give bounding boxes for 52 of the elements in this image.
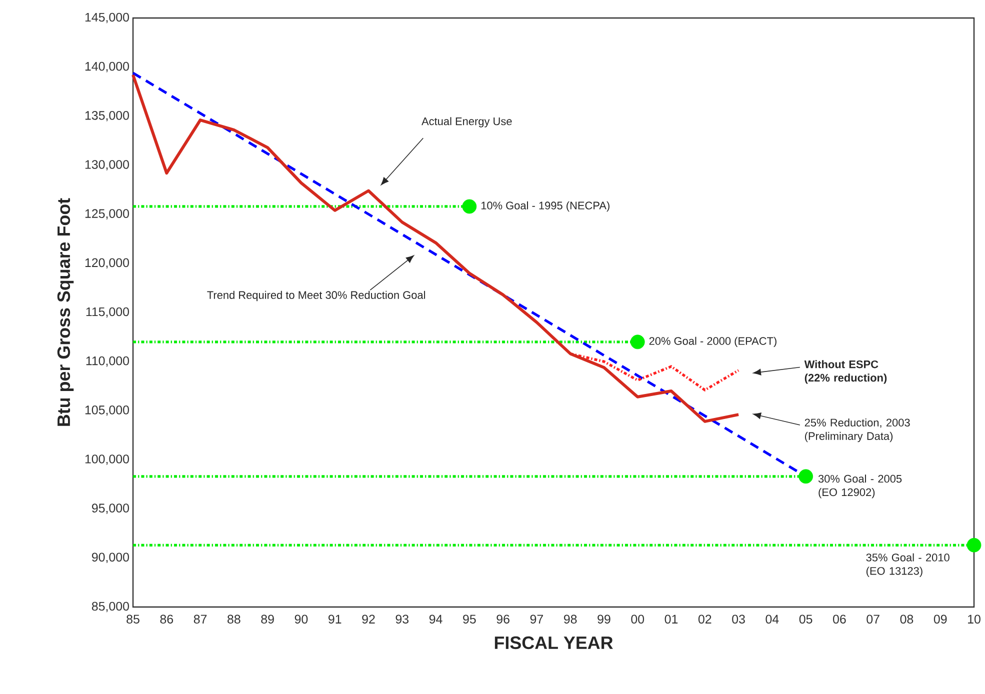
x-tick-label: 85: [126, 614, 140, 624]
y-tick-label: 110,000: [86, 356, 129, 367]
x-tick-label: 95: [463, 614, 476, 624]
x-tick-label: 97: [530, 614, 543, 624]
x-tick-label: 86: [160, 614, 174, 624]
y-tick-label: 145,000: [85, 12, 129, 24]
x-tick-label: 88: [228, 614, 240, 624]
point: [630, 334, 645, 350]
x-tick-label: 04: [766, 614, 779, 624]
x-tick-label: 91: [328, 614, 342, 624]
x-tick-label: 00: [631, 614, 644, 624]
y-tick-label: 115,000: [86, 307, 129, 318]
x-tick-label: 89: [261, 614, 274, 624]
x-tick-label: 07: [866, 614, 880, 624]
x-tick-label: 01: [664, 614, 678, 624]
annotation: 20% Goal - 2000 (EPACT): [649, 336, 776, 348]
y-tick-label: 125,000: [85, 209, 129, 220]
annotation: 25% Reduction, 2003 (Preliminary Data): [804, 418, 910, 442]
x-tick-label: 06: [833, 614, 846, 624]
y-tick-label: 135,000: [85, 111, 129, 122]
x-tick-label: 98: [564, 614, 577, 624]
x-tick-label: 99: [598, 614, 610, 624]
point: [462, 199, 477, 214]
y-tick-label: 85,000: [92, 602, 129, 612]
x-tick-label: 96: [496, 614, 510, 624]
x-tick-label: 09: [934, 614, 947, 624]
annotation: 30% Goal - 2005 (EO 12902): [818, 474, 902, 498]
x-tick-label: 90: [294, 614, 308, 624]
x-tick-label: 93: [396, 614, 408, 624]
x-tick-label: 92: [362, 614, 375, 624]
x-tick-label: 02: [698, 614, 712, 624]
annotation: 35% Goal - 2010 (EO 13123): [866, 553, 950, 577]
x-tick-label: 05: [799, 614, 812, 624]
y-tick-label: 100,000: [85, 454, 129, 465]
annotation: 10% Goal - 1995 (NECPA): [481, 201, 610, 212]
point: [798, 469, 814, 484]
x-axis-title: FISCAL YEAR: [494, 636, 613, 650]
y-tick-label: 105,000: [85, 406, 129, 416]
y-axis-title: Btu per Gross Square Foot: [57, 198, 74, 426]
x-tick-label: 87: [194, 614, 207, 624]
y-tick-label: 130,000: [85, 160, 129, 170]
y-tick-label: 90,000: [92, 552, 129, 564]
x-tick-label: 08: [900, 614, 914, 624]
annotation: Trend Required to Meet 30% Reduction Goal: [207, 290, 426, 302]
annotation: Without ESPC (22% reduction): [804, 360, 887, 384]
annotation: Actual Energy Use: [422, 117, 512, 128]
x-tick-label: 10: [968, 614, 980, 624]
x-tick-label: 03: [732, 614, 745, 624]
y-tick-label: 140,000: [85, 62, 129, 72]
y-tick-label: 120,000: [85, 258, 129, 269]
x-tick-label: 94: [429, 614, 442, 624]
y-tick-label: 95,000: [92, 504, 129, 514]
